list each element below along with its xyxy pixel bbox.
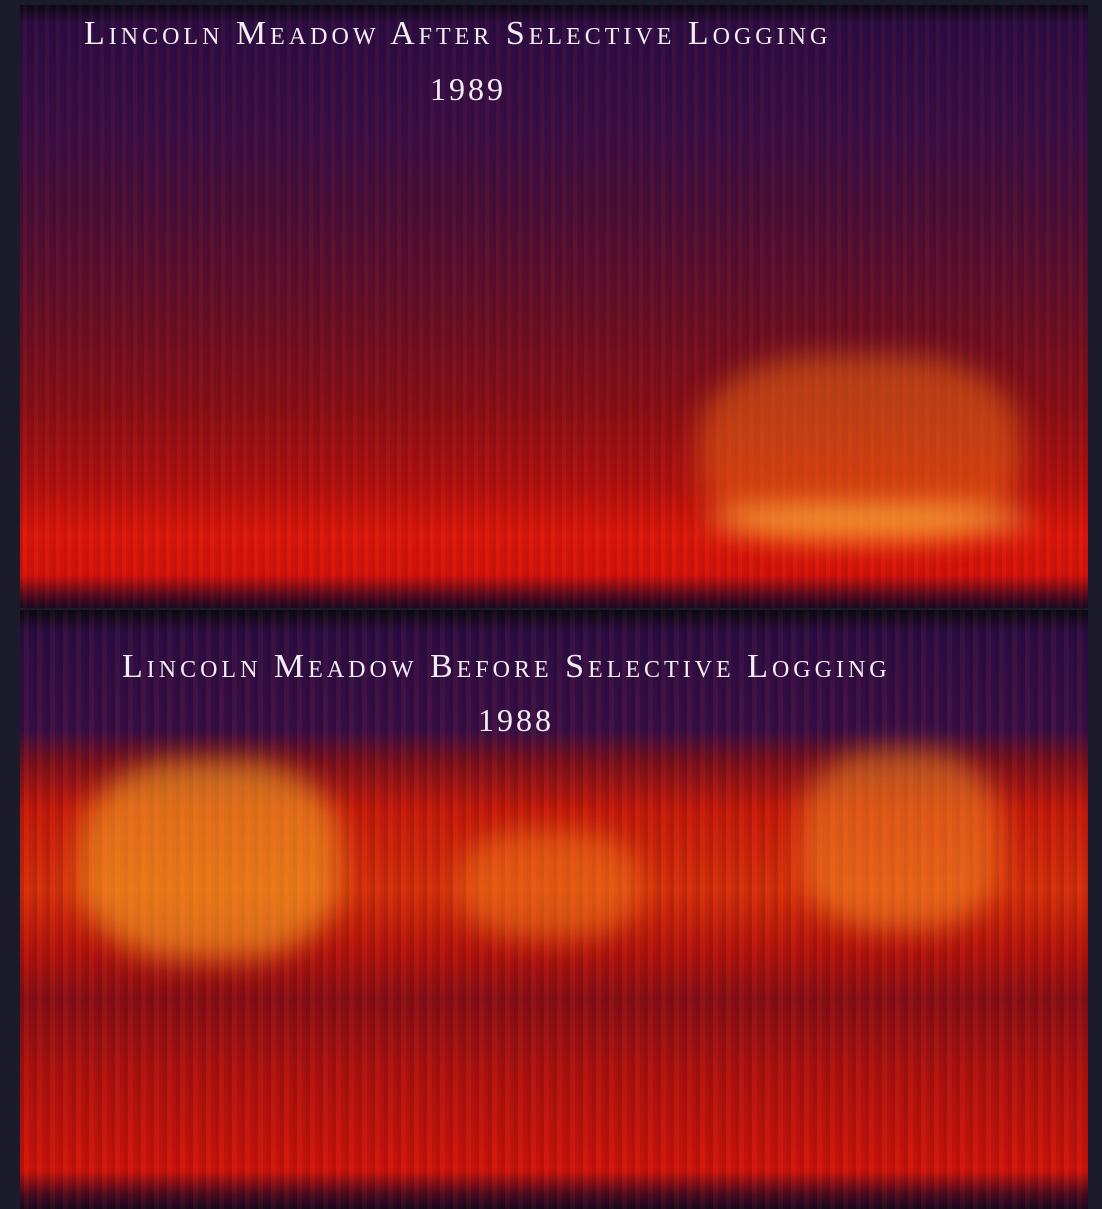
- panel-year: 1989: [430, 71, 506, 108]
- spectrogram-after: Lincoln Meadow After Selective Logging 1…: [20, 5, 1088, 608]
- spectrogram-before: Lincoln Meadow Before Selective Logging …: [20, 610, 1088, 1209]
- spectrogram-highlight: [800, 750, 1000, 930]
- spectrogram-highlight: [80, 760, 340, 960]
- panel-title: Lincoln Meadow Before Selective Logging: [122, 648, 891, 686]
- spectrogram-highlight: [460, 830, 640, 940]
- panel-year: 1988: [478, 702, 554, 739]
- page: Lincoln Meadow After Selective Logging 1…: [0, 0, 1102, 1209]
- spectrogram-highlight: [710, 505, 1030, 535]
- panel-title: Lincoln Meadow After Selective Logging: [84, 15, 831, 53]
